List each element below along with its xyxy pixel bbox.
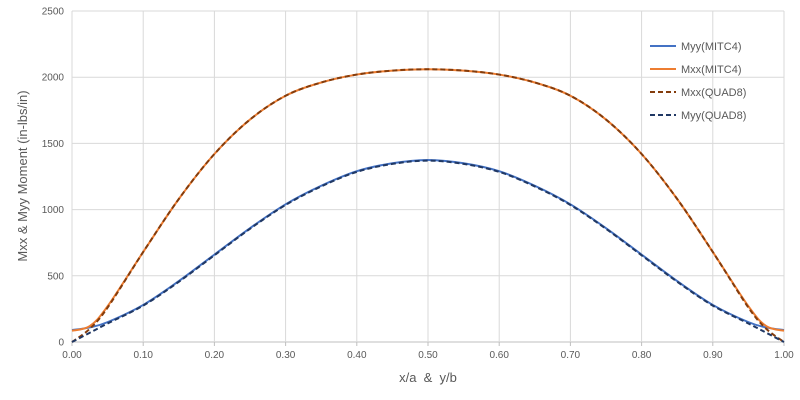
x-tick-label: 0.50 xyxy=(418,350,438,361)
x-tick-label: 0.40 xyxy=(347,350,367,361)
y-tick-label: 2000 xyxy=(42,73,65,84)
x-tick-label: 0.60 xyxy=(489,350,509,361)
gridlines xyxy=(71,10,785,346)
y-tick-label: 1500 xyxy=(42,139,65,150)
x-tick-label: 0.70 xyxy=(561,350,581,361)
x-tick-label: 0.30 xyxy=(276,350,296,361)
series-line-myy-quad8 xyxy=(71,159,785,343)
x-tick-label: 0.10 xyxy=(133,350,153,361)
x-tick-label: 1.00 xyxy=(774,350,794,361)
legend-label: Myy(QUAD8) xyxy=(681,110,746,122)
x-tick-label: 0.20 xyxy=(205,350,225,361)
y-tick-label: 1000 xyxy=(42,205,65,216)
plot-area xyxy=(71,68,785,343)
legend-label: Myy(MITC4) xyxy=(681,41,742,53)
y-tick-label: 2500 xyxy=(42,7,65,18)
legend-label: Mxx(MITC4) xyxy=(681,64,742,76)
series-line-mxx-quad8 xyxy=(71,68,785,343)
x-tick-label: 0.90 xyxy=(703,350,723,361)
x-axis-title: x/a & y/b xyxy=(399,370,457,385)
legend: Myy(MITC4) Mxx(MITC4) Mxx(QUAD8) Myy(QUAD8) xyxy=(650,41,746,122)
y-axis-title: Mxx & Myy Moment (in-lbs/in) xyxy=(15,90,30,261)
tick-labels: 0 500 1000 1500 2000 2500 0.00 0.10 0.20 0.30 0.40… xyxy=(42,7,794,362)
y-tick-label: 0 xyxy=(58,338,64,349)
x-tick-label: 0.00 xyxy=(62,350,82,361)
x-tick-label: 0.80 xyxy=(632,350,652,361)
y-tick-label: 500 xyxy=(47,271,64,282)
legend-label: Mxx(QUAD8) xyxy=(681,87,746,99)
